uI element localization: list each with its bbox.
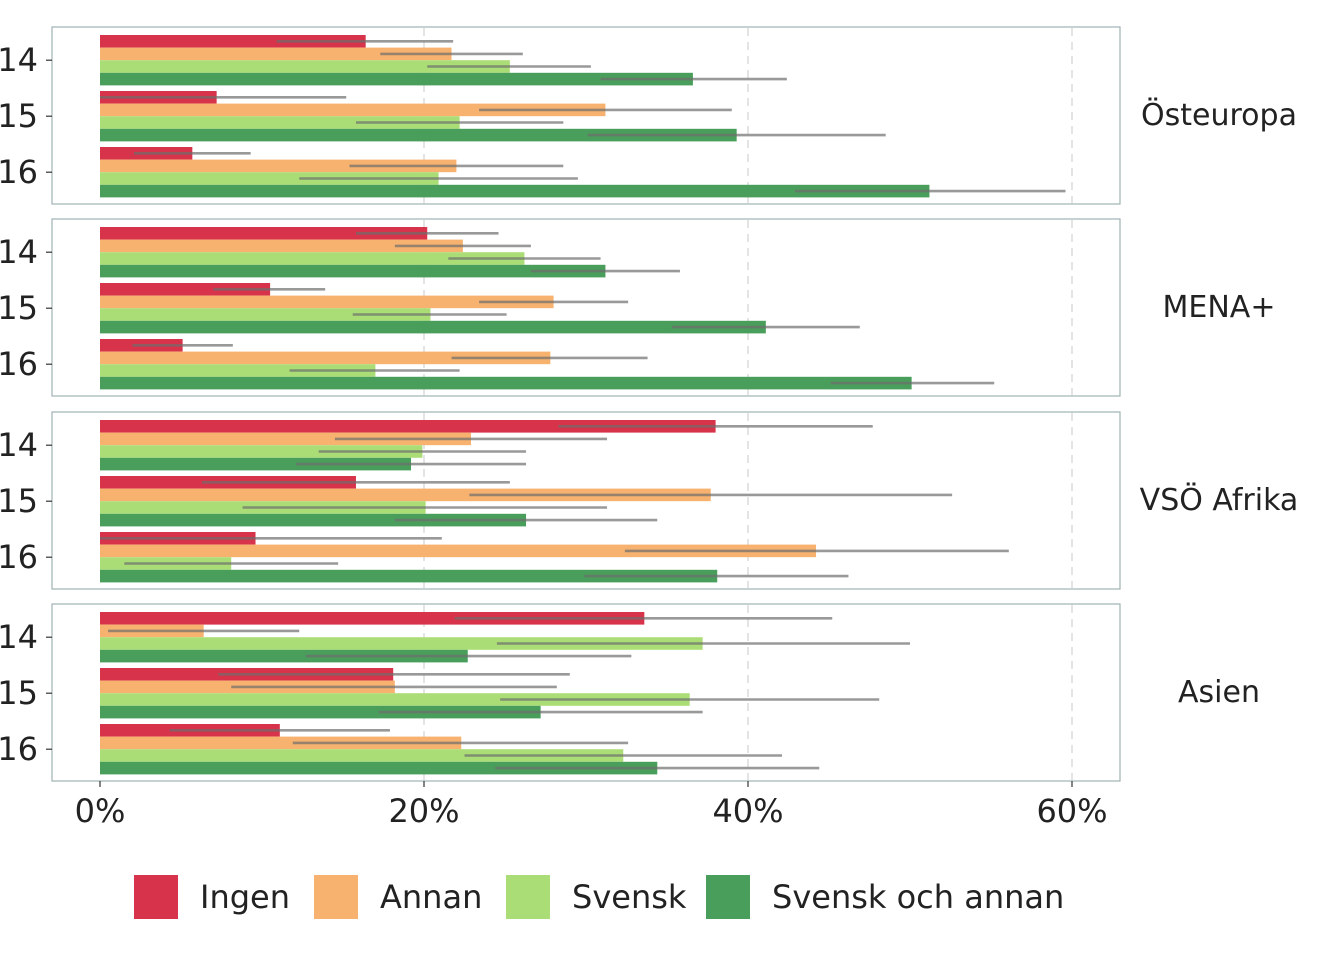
bar-mena-14-1 [100,227,428,240]
y-tick-label: 15 [0,289,38,327]
bar-vs-afrika-14-2 [100,432,471,446]
bar-mena-16-3 [100,364,376,377]
panel-label-vs-afrika: VSÖ Afrika [1140,482,1299,518]
bar-mena-14-4 [100,264,606,278]
y-tick-label: 14 [0,426,38,464]
panel-label-mena: MENA+ [1163,290,1276,325]
bar-vs-afrika-15-2 [100,488,711,502]
y-tick-label: 16 [0,345,38,383]
bar-vs-afrika-16-4 [100,569,718,583]
panel-label-asien: Asien [1178,675,1260,710]
x-tick-label: 0% [75,792,126,830]
y-tick-label: 14 [0,233,38,271]
bar-steuropa-15-3 [100,116,460,129]
bar-mena-14-3 [100,252,525,265]
bar-asien-16-2 [100,736,462,750]
x-tick-label: 20% [388,792,459,830]
legend-label-svensk: Svensk [572,878,687,916]
bar-vs-afrika-14-1 [100,420,716,433]
y-tick-label: 15 [0,674,38,712]
bar-vs-afrika-14-3 [100,445,423,458]
legend: Ingen Annan Svensk Svensk och annan [0,862,1344,932]
bar-steuropa-16-4 [100,184,930,198]
bar-mena-15-3 [100,308,431,321]
bar-vs-afrika-14-4 [100,457,412,471]
bar-steuropa-15-4 [100,128,737,142]
bar-mena-15-4 [100,320,766,334]
bar-steuropa-15-2 [100,103,606,117]
bar-steuropa-14-1 [100,35,366,48]
bar-steuropa-14-4 [100,72,693,86]
bar-steuropa-16-3 [100,172,439,185]
bar-mena-15-2 [100,295,554,309]
legend-label-svensk-och-annan: Svensk och annan [772,878,1065,916]
legend-swatch-annan [314,875,358,919]
bar-steuropa-14-2 [100,47,452,61]
bar-vs-afrika-15-4 [100,513,527,527]
y-tick-label: 15 [0,482,38,520]
legend-label-ingen: Ingen [200,878,290,916]
bar-asien-16-3 [100,749,624,762]
legend-item-svensk-och-annan: Svensk och annan [706,874,1064,920]
bar-vs-afrika-16-2 [100,544,817,558]
bar-asien-16-4 [100,761,658,775]
legend-swatch-svensk-och-annan [706,875,750,919]
bar-asien-14-1 [100,612,645,625]
x-tick-label: 40% [712,792,783,830]
x-tick-label: 60% [1036,792,1107,830]
bar-asien-15-3 [100,693,690,706]
bar-mena-15-1 [100,283,271,296]
legend-label-annan: Annan [380,878,483,916]
bar-steuropa-16-2 [100,159,457,173]
bar-mena-16-4 [100,376,912,390]
legend-item-ingen: Ingen [134,874,290,920]
bar-asien-14-4 [100,649,468,663]
y-tick-label: 16 [0,153,38,191]
y-tick-label: 16 [0,538,38,576]
bar-steuropa-14-3 [100,60,510,73]
bar-mena-14-2 [100,239,463,253]
bar-mena-16-2 [100,351,551,365]
y-tick-label: 16 [0,730,38,768]
legend-swatch-svensk [506,875,550,919]
legend-item-svensk: Svensk [506,874,686,920]
panel-label-steuropa: Östeuropa [1141,97,1297,133]
bar-asien-15-4 [100,705,541,719]
y-tick-label: 14 [0,41,38,79]
y-tick-label: 15 [0,97,38,135]
legend-swatch-ingen [134,875,178,919]
legend-item-annan: Annan [314,874,482,920]
bar-asien-14-3 [100,637,703,650]
y-tick-label: 14 [0,618,38,656]
